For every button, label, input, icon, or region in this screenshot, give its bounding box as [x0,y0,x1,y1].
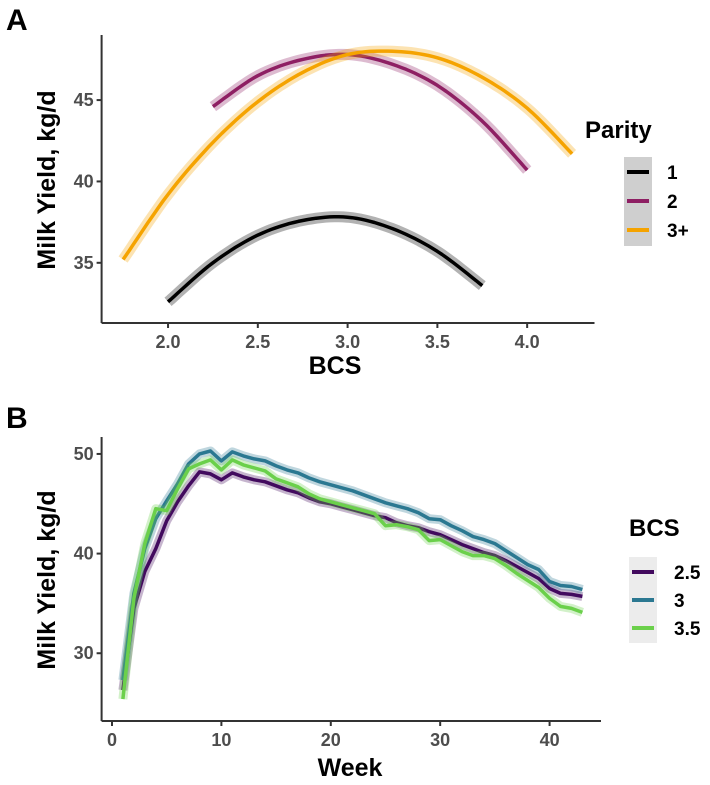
panel-label-a: A [6,4,28,37]
series-line-3+ [121,49,574,261]
x-tick-label: 20 [321,730,341,750]
x-tick-label: 4.0 [515,332,540,352]
series-line-2.5 [121,470,583,691]
panel-b-x-axis-title: Week [318,754,383,782]
legend-label-1: 1 [667,163,678,184]
legend-a-title: Parity [585,117,652,144]
y-tick-label: 35 [74,253,94,273]
y-tick-label: 40 [74,544,94,564]
legend-label-3: 3 [674,591,685,612]
x-tick-label: 2.0 [156,332,181,352]
x-tick-label: 0 [107,730,117,750]
legend-a: 1 2 3+ [624,157,689,246]
legend-label-3+: 3+ [667,221,689,242]
panel-label-b: B [6,402,28,435]
panel-b-plot: 0 10 20 30 40 30 40 50 [74,437,601,750]
legend-b: 2.5 3 3.5 [629,557,701,643]
confidence-ribbon-3.5 [118,455,584,700]
series-line-3.5 [121,458,584,700]
x-tick-label: 3.5 [425,332,450,352]
panel-b-y-axis-title: Milk Yield, kg/d [33,490,61,669]
y-tick-label: 45 [74,90,94,110]
legend-label-2: 2 [667,192,678,213]
confidence-ribbon-3+ [118,45,577,263]
y-tick-label: 50 [74,444,94,464]
panel-a-plot: 2.0 2.5 3.0 3.5 4.0 35 40 45 [74,35,595,352]
panel-a-x-axis-title: BCS [309,352,362,380]
x-tick-label: 2.5 [245,332,270,352]
x-tick-label: 10 [211,730,231,750]
panel-a-y-axis-title: Milk Yield, kg/d [33,90,61,269]
x-tick-label: 3.0 [335,332,360,352]
series-line-3 [121,449,583,681]
y-tick-label: 40 [74,171,94,191]
legend-label-2.5: 2.5 [674,563,701,584]
y-tick-label: 30 [74,643,94,663]
series-line-2 [211,52,529,172]
legend-b-title: BCS [629,515,680,542]
legend-label-3.5: 3.5 [674,619,701,640]
x-tick-label: 30 [430,730,450,750]
series-line-1 [166,215,484,304]
x-tick-label: 40 [540,730,560,750]
